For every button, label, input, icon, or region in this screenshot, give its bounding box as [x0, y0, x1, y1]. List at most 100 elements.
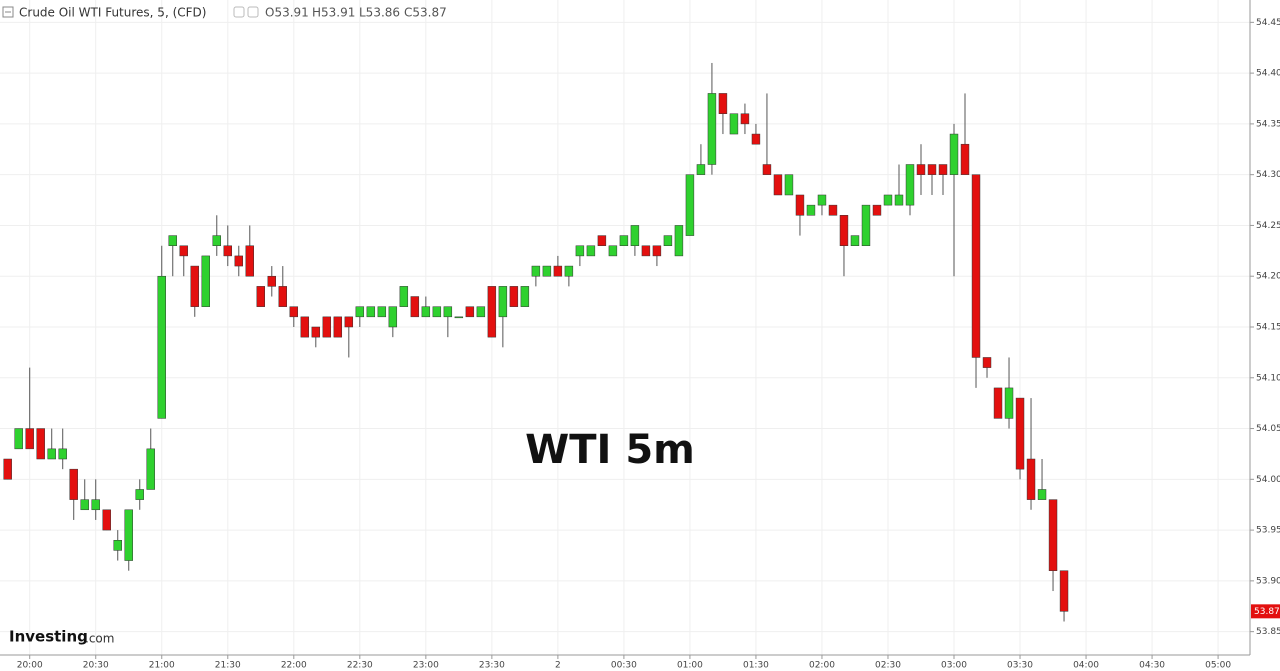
x-tick-label: 04:30 [1139, 661, 1165, 671]
close-icon[interactable] [247, 6, 259, 18]
candle-body [542, 265, 552, 277]
candle-body [817, 194, 827, 206]
candle-body [762, 164, 772, 175]
candle-body [36, 428, 45, 460]
x-tick-label: 04:00 [1073, 661, 1099, 671]
candle-body [960, 143, 970, 175]
y-tick-label: 53.85 [1256, 627, 1280, 637]
x-tick-label: 20:00 [17, 661, 43, 671]
x-tick-label: 23:30 [479, 661, 505, 671]
candle-body [212, 235, 221, 247]
candle-body [256, 286, 265, 307]
candle-body [1059, 570, 1069, 612]
candle-body [806, 204, 816, 216]
candle-body [421, 306, 431, 318]
x-tick-label: 01:30 [743, 661, 769, 671]
candle-body [509, 286, 519, 307]
collapse-icon[interactable] [2, 6, 14, 18]
candle-body [916, 164, 926, 175]
candle-body [608, 245, 618, 257]
y-tick-label: 54.05 [1256, 424, 1280, 434]
candle-body [641, 245, 651, 257]
candle-body [432, 306, 442, 318]
y-tick-label: 54.10 [1256, 373, 1280, 383]
candle-body [663, 235, 673, 247]
x-tick-label: 01:00 [677, 661, 703, 671]
y-tick-label: 54.30 [1256, 170, 1280, 180]
candles [3, 62, 1069, 622]
candle-body [80, 499, 89, 511]
x-tick-label: 20:30 [83, 661, 109, 671]
candle-body [839, 215, 849, 247]
candle-body [718, 93, 728, 114]
candle-body [773, 174, 783, 196]
candle-body [1037, 489, 1047, 500]
candle-body [201, 255, 210, 307]
candle-body [476, 306, 486, 318]
candle-body [729, 113, 739, 135]
candle-body [223, 245, 232, 257]
y-tick-label: 54.00 [1256, 475, 1280, 485]
candle-body [465, 306, 475, 318]
x-tick-label: 03:00 [941, 661, 967, 671]
candle-body [443, 306, 453, 318]
y-tick-label: 54.40 [1256, 69, 1280, 79]
candle-body [69, 468, 78, 500]
candle-body [971, 174, 981, 358]
candle-body [289, 306, 299, 318]
y-tick-label: 54.35 [1256, 119, 1280, 129]
candle-body [399, 286, 409, 307]
header-open: O53.91 [265, 6, 309, 20]
settings-icon[interactable] [233, 6, 245, 18]
candle-body [355, 306, 365, 318]
candle-body [674, 225, 684, 257]
candle-body [498, 286, 508, 318]
candle-body [1015, 397, 1025, 470]
candle-body [696, 164, 706, 175]
candle-body [553, 265, 563, 277]
candle-body [894, 194, 904, 206]
header-close: C53.87 [404, 6, 447, 20]
x-tick-label: 02:00 [809, 661, 835, 671]
candle-body [586, 245, 596, 257]
x-tick-label: 23:00 [413, 661, 439, 671]
watermark: WTI 5m [525, 427, 695, 473]
candle-body [190, 265, 199, 307]
y-tick-label: 53.95 [1256, 526, 1280, 536]
candle-body [938, 164, 948, 175]
candle-body [828, 204, 838, 216]
logo-brand: Investing [9, 628, 88, 646]
candle-body [531, 265, 541, 277]
header-low: L53.86 [359, 6, 400, 20]
y-tick-label: 54.20 [1256, 272, 1280, 282]
grid [0, 0, 1250, 655]
candle-body [157, 275, 166, 419]
x-tick-label: 21:30 [215, 661, 241, 671]
y-tick-label: 54.15 [1256, 322, 1280, 332]
x-tick-label: 05:00 [1205, 661, 1231, 671]
candle-body [333, 316, 343, 338]
candle-body [47, 448, 56, 460]
x-tick-label: 21:00 [149, 661, 175, 671]
candle-body [124, 509, 133, 561]
candle-body [3, 458, 12, 480]
header-high: H53.91 [312, 6, 355, 20]
candle-body [927, 164, 937, 175]
candle-body [25, 428, 34, 450]
candle-body [597, 235, 607, 247]
candle-body [1004, 387, 1014, 419]
candle-body [267, 275, 276, 287]
candle-body [861, 204, 871, 247]
candle-body [1048, 499, 1058, 571]
y-tick-label: 54.25 [1256, 221, 1280, 231]
candle-body [113, 539, 122, 551]
header-title: Crude Oil WTI Futures, 5, (CFD) [19, 6, 206, 20]
candle-body [234, 255, 243, 267]
candle-body [872, 204, 882, 216]
x-tick-label: 00:30 [611, 661, 637, 671]
candle-body [454, 316, 464, 319]
candle-body [146, 448, 155, 490]
candle-body [377, 306, 387, 318]
candle-body [784, 174, 794, 196]
last-price-tag [1251, 604, 1280, 619]
